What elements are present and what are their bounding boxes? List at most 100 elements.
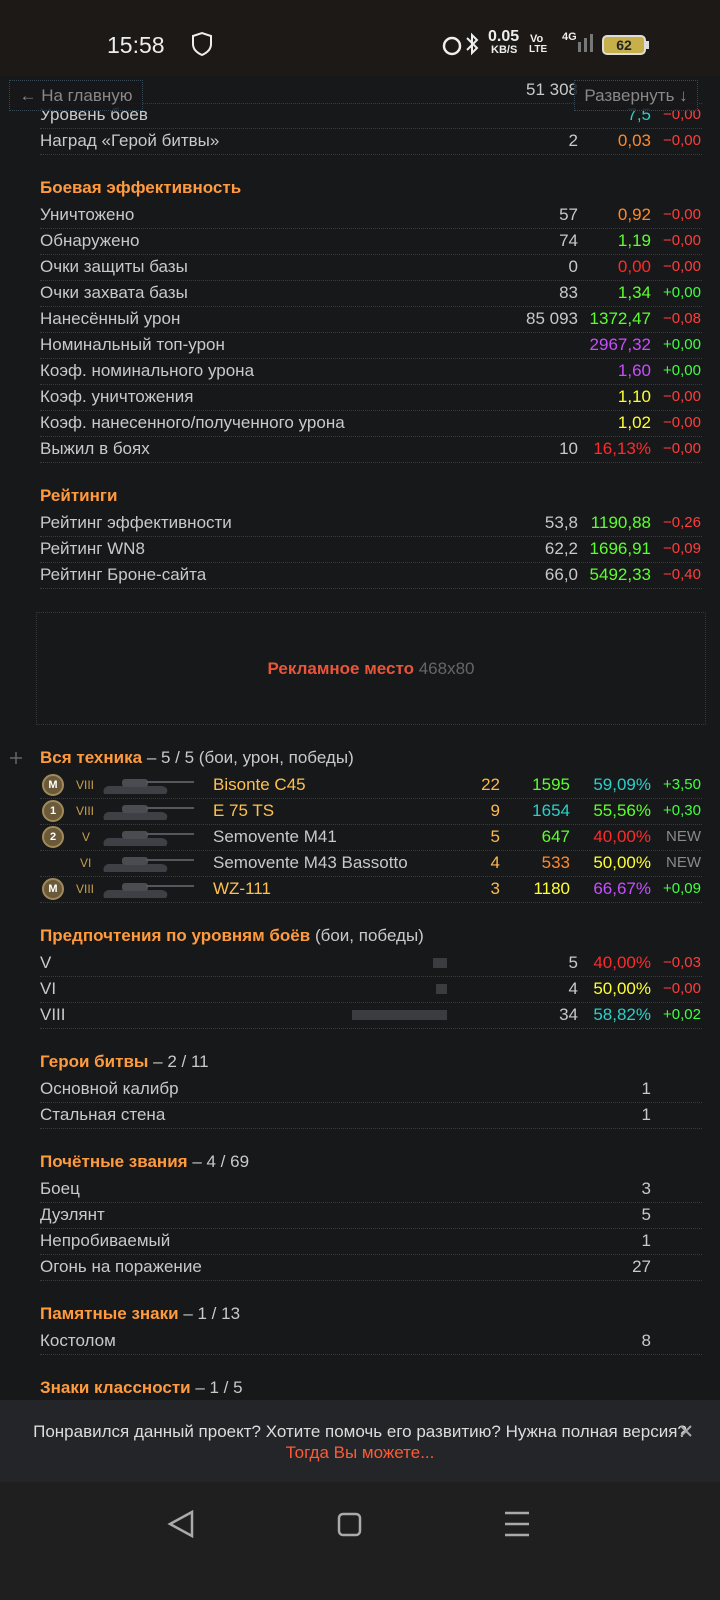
expand-button[interactable]: Развернуть ↓: [574, 80, 698, 111]
row-separator: [40, 588, 702, 589]
volte-top: Vo: [530, 33, 544, 45]
net-speed-unit: KB/S: [491, 44, 518, 56]
vehicle-name: E 75 TS: [213, 801, 275, 820]
achievement-count: 1: [641, 1105, 651, 1124]
achievement-label: Стальная стена: [40, 1105, 166, 1124]
row-separator: [40, 154, 702, 155]
achievement-count: 1: [641, 1231, 651, 1250]
row-separator: [40, 1128, 702, 1129]
tier-bar: [433, 958, 447, 968]
battery-level: 62: [616, 37, 632, 53]
tier-winrate: 50,00%: [593, 979, 651, 998]
section-header: Памятные знаки – 1 / 13: [40, 1302, 240, 1326]
achievement-count: 5: [641, 1205, 651, 1224]
row-separator: [40, 976, 702, 977]
section-header: Предпочтения по уровням боёв (бои, побед…: [40, 924, 424, 948]
footer-link[interactable]: Тогда Вы можете...: [285, 1443, 435, 1462]
row-separator: [40, 306, 702, 307]
back-button[interactable]: ← На главную: [9, 80, 143, 111]
row-separator: [40, 280, 702, 281]
row-label: Обнаружено: [40, 231, 140, 250]
row-delta: −0,00: [663, 388, 701, 405]
row-count: 83: [559, 283, 578, 302]
footer-text: Понравился данный проект? Хотите помочь …: [33, 1422, 687, 1441]
row-delta: −0,00: [663, 232, 701, 249]
vehicle-damage: 533: [541, 853, 570, 872]
signal-bar: [584, 38, 587, 52]
row-label: Очки защиты базы: [40, 257, 188, 276]
achievement-count: 27: [632, 1257, 651, 1276]
vehicle-name: Bisonte C45: [213, 775, 306, 794]
row-delta: −0,40: [663, 566, 701, 583]
row-count: 62,2: [544, 539, 578, 558]
vehicle-image: [103, 779, 194, 794]
row-value: 1,19: [617, 231, 651, 250]
tier-bar: [435, 984, 447, 994]
row-value: 0,03: [617, 131, 651, 150]
vehicle-badge: 2: [42, 826, 64, 848]
row-count: 74: [559, 231, 578, 250]
battery-tip: [646, 41, 649, 49]
tier-label: V: [40, 953, 52, 972]
row-label: Очки захвата базы: [40, 283, 188, 302]
bluetooth-icon: [466, 32, 479, 56]
row-separator: [40, 876, 702, 877]
row-value: 1190,88: [590, 513, 651, 532]
row-label: Рейтинг WN8: [40, 539, 145, 558]
row-separator: [40, 384, 702, 385]
section-subtitle: (бои, победы): [314, 926, 424, 945]
vehicle-winrate: 50,00%: [593, 853, 651, 872]
nav-back[interactable]: [167, 1509, 194, 1539]
achievement-label: Непробиваемый: [40, 1231, 171, 1250]
tier-winrate: 58,82%: [593, 1005, 651, 1024]
row-value: 2967,32: [589, 335, 651, 354]
row-value: 5492,33: [589, 565, 651, 584]
section-header: Боевая эффективность: [40, 176, 241, 200]
tier-label: VI: [40, 979, 57, 998]
vehicle-damage: 1180: [533, 879, 570, 898]
row-separator: [40, 798, 702, 799]
row-separator: [40, 254, 702, 255]
expand-icon[interactable]: [9, 751, 23, 765]
row-value: 1372,47: [589, 309, 651, 328]
achievement-label: Огонь на поражение: [40, 1257, 202, 1276]
row-separator: [40, 1228, 702, 1229]
vehicle-delta: NEW: [666, 828, 701, 845]
tier-delta: −0,03: [663, 954, 701, 971]
vehicle-battles: 4: [490, 853, 500, 872]
tier-delta: +0,02: [663, 1006, 701, 1023]
row-separator: [40, 1002, 702, 1003]
vehicle-battles: 22: [481, 775, 500, 794]
vehicle-delta: +0,09: [663, 880, 701, 897]
nav-home[interactable]: [337, 1512, 362, 1537]
close-icon[interactable]: [676, 1421, 696, 1441]
row-value: 0,00: [617, 257, 651, 276]
row-value: 1,02: [617, 413, 651, 432]
section-subtitle: – 5 / 5 (бои, урон, победы): [146, 748, 354, 767]
row-count: 51 308: [526, 80, 578, 99]
row-delta: −0,00: [663, 440, 701, 457]
vehicle-tier: VI: [80, 856, 92, 870]
nav-menu[interactable]: [505, 1511, 529, 1537]
section-header: Почётные звания – 4 / 69: [40, 1150, 249, 1174]
row-delta: +0,00: [663, 362, 701, 379]
achievement-label: Дуэлянт: [40, 1205, 105, 1224]
achievement-label: Костолом: [40, 1331, 116, 1350]
row-separator: [40, 562, 702, 563]
row-separator: [40, 228, 702, 229]
row-separator: [40, 824, 702, 825]
row-label: Наград «Герой битвы»: [40, 131, 220, 150]
row-delta: −0,00: [663, 132, 701, 149]
row-separator: [40, 1102, 702, 1103]
achievement-label: Боец: [40, 1179, 80, 1198]
row-separator: [40, 128, 702, 129]
row-value: 1,60: [617, 361, 651, 380]
row-value: 16,13%: [593, 439, 651, 458]
vehicle-tier: VIII: [76, 804, 95, 818]
vehicle-winrate: 55,56%: [593, 801, 651, 820]
row-separator: [40, 902, 702, 903]
row-label: Рейтинг эффективности: [40, 513, 232, 532]
vehicle-battles: 9: [490, 801, 500, 820]
row-separator: [40, 103, 702, 104]
